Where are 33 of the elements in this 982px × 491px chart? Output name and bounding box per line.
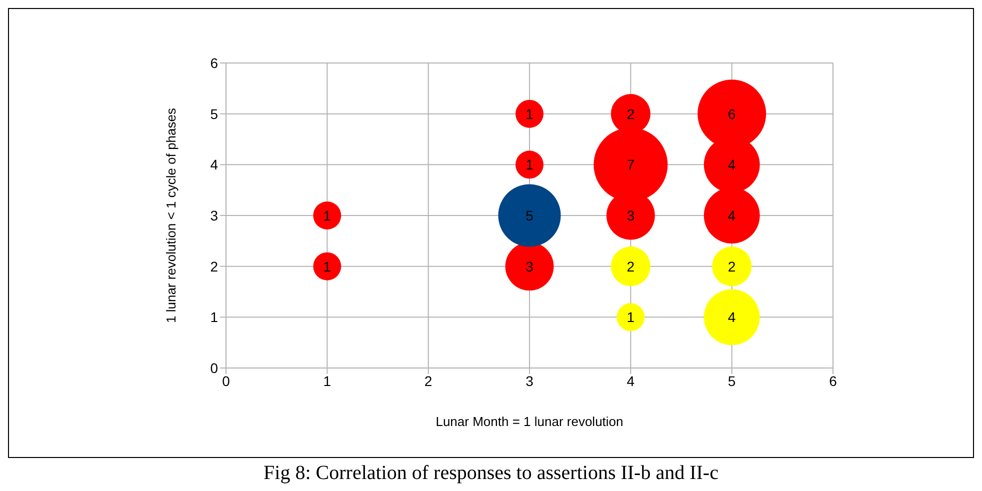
data-label: 1: [526, 106, 534, 122]
y-tick-label: 4: [210, 156, 218, 173]
x-tick-label: 1: [323, 372, 332, 389]
data-label: 1: [626, 309, 635, 326]
data-label: 2: [626, 258, 635, 274]
y-tick-label: 6: [210, 54, 218, 71]
x-tick-label: 5: [728, 372, 736, 389]
data-label: 2: [626, 106, 635, 122]
data-label: 2: [728, 258, 736, 274]
text: Fig 8: Correlation of responses to assertions II-b and II-c: [262, 462, 720, 485]
y-tick-label: 0: [210, 360, 218, 376]
y-tick-label: 2: [210, 258, 218, 274]
y-axis-title: 1 lunar revolution < 1 cycle of phases: [164, 108, 179, 323]
data-label: 3: [626, 207, 635, 224]
data-label: 4: [728, 309, 736, 326]
x-tick-label: 2: [424, 372, 432, 389]
y-tick-label: 1: [210, 309, 218, 326]
x-axis-title: Lunar Month = 1 lunar revolution: [436, 414, 624, 429]
x-tick-label: 6: [829, 372, 838, 389]
x-tick-label: 0: [222, 372, 230, 389]
data-label: 4: [728, 156, 736, 173]
data-label: 4: [728, 207, 736, 224]
x-tick-label: 4: [626, 372, 635, 389]
y-tick-label: 5: [210, 106, 218, 122]
data-label: 1: [323, 207, 332, 224]
y-tick-label: 3: [210, 207, 218, 224]
data-label: 5: [526, 207, 534, 224]
data-label: 1: [323, 258, 332, 274]
data-label: 3: [526, 258, 534, 274]
x-tick-label: 3: [526, 372, 534, 389]
data-label: 7: [626, 156, 635, 173]
data-label: 6: [728, 106, 736, 122]
data-label: 1: [526, 156, 534, 173]
